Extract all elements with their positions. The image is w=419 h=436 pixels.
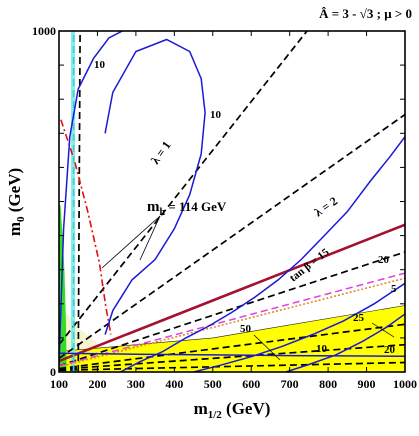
x-tick-label: 300	[127, 377, 145, 391]
contour-label-50: 50	[240, 323, 252, 335]
x-tick-label: 100	[50, 377, 68, 391]
lambda2-label: λ = 2	[312, 194, 340, 220]
lambda1-label: λ = 1	[148, 138, 174, 166]
x-tick-label: 400	[165, 377, 183, 391]
contour-label-pointer	[371, 322, 395, 338]
contour-label-pointer	[253, 334, 281, 361]
contour-label-20-b: 20	[384, 344, 396, 356]
x-tick-label: 1000	[393, 377, 417, 391]
contour-label-20-a: 20	[378, 254, 390, 266]
series-line-8	[59, 272, 405, 367]
y-axis-title: m0 (GeV)	[5, 168, 27, 236]
contour-label-10-b: 10	[210, 109, 222, 121]
contour-label-10-c: 10	[316, 343, 328, 355]
series-line-9	[59, 277, 405, 368]
x-tick-label: 500	[204, 377, 222, 391]
series-line-1	[59, 113, 405, 360]
series-line-13	[104, 38, 206, 335]
series-line-10	[60, 119, 112, 335]
contour-label-5: 5	[391, 283, 397, 295]
series-line-0	[59, 31, 308, 346]
mh-pointer-line	[139, 215, 161, 261]
mh-label: mh = 114 GeV	[147, 199, 227, 218]
contour-label-10-a: 10	[94, 59, 106, 71]
series-line-14	[120, 136, 405, 372]
series-line-16	[285, 313, 405, 372]
series-line-15	[193, 282, 405, 372]
series-line-5	[59, 361, 405, 372]
series-line-12	[59, 31, 123, 366]
x-tick-label: 900	[358, 377, 376, 391]
series-line-7	[59, 223, 405, 363]
y-tick-label: 0	[50, 365, 56, 379]
mh-pointer-line	[101, 215, 161, 269]
chart-title: Â = 3 - √3 ; μ > 0	[319, 6, 412, 21]
x-tick-label: 200	[88, 377, 106, 391]
contour-label-25: 25	[353, 312, 365, 324]
x-tick-label: 700	[281, 377, 299, 391]
x-tick-label: 600	[242, 377, 260, 391]
y-tick-label: 1000	[32, 24, 56, 38]
x-tick-label: 800	[319, 377, 337, 391]
series-line-17	[59, 352, 405, 358]
series-line-2	[59, 251, 405, 367]
x-axis-title: m1/2 (GeV)	[194, 399, 271, 421]
series-line-6	[77, 31, 81, 372]
series-line-3	[59, 323, 405, 370]
